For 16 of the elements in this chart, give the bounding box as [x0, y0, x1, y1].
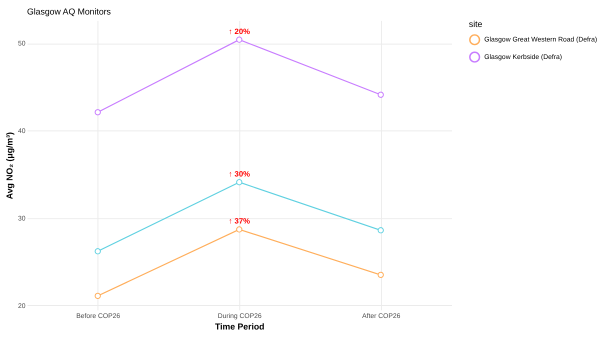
annotation: ↑ 37% — [228, 216, 250, 226]
x-axis-title: Time Period — [214, 322, 264, 332]
annotation: ↑ 20% — [228, 26, 250, 36]
annotation: ↑ 30% — [228, 169, 250, 178]
point — [94, 248, 101, 254]
point — [378, 92, 384, 98]
point — [236, 36, 242, 43]
point — [94, 109, 101, 116]
point — [236, 226, 242, 233]
y-axis-title: Avg NO₂ (μg/m³) — [4, 132, 14, 200]
point — [378, 272, 384, 278]
point — [378, 227, 384, 234]
chart-title: Glasgow AQ Monitors — [27, 6, 112, 17]
legend-title: site — [468, 19, 483, 30]
point — [236, 179, 242, 186]
point — [94, 292, 101, 299]
